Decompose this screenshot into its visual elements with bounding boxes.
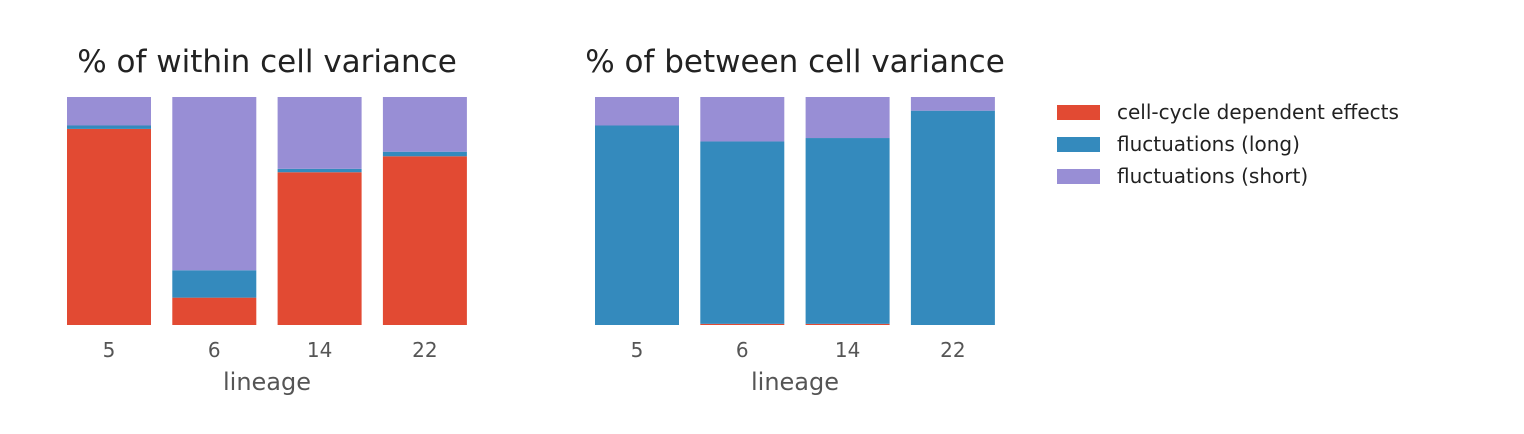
bar-segment-fluctuations-short-22	[910, 97, 995, 111]
bar-segment-fluctuations-short-6	[700, 97, 785, 142]
bar-segment-fluctuations-long-6	[172, 270, 257, 298]
bar-segment-cell-cycle-dependent-effects-6	[172, 297, 257, 325]
legend-label: fluctuations (long)	[1117, 132, 1300, 156]
bar-segment-fluctuations-short-5	[595, 97, 679, 126]
x-tick-label: 22	[412, 338, 437, 362]
bar-segment-fluctuations-long-14	[805, 138, 890, 324]
chart-title: % of within cell variance	[77, 44, 457, 80]
bars	[67, 97, 467, 325]
x-tick-label: 14	[835, 338, 860, 362]
legend: cell-cycle dependent effects fluctuations…	[1057, 100, 1399, 188]
x-tick-label: 22	[940, 338, 965, 362]
bar-segment-fluctuations-long-5	[595, 125, 679, 325]
legend-label: cell-cycle dependent effects	[1117, 100, 1399, 124]
bar-segment-cell-cycle-dependent-effects-5	[67, 128, 151, 325]
bar-segment-cell-cycle-dependent-effects-22	[382, 156, 467, 325]
bar-segment-fluctuations-short-5	[67, 97, 151, 126]
within-cell-variance-chart: % of within cell variance 5 6 14 22 lineage	[67, 44, 467, 396]
bar-segment-fluctuations-short-6	[172, 97, 257, 271]
between-cell-variance-chart: % of between cell variance 5 6 14 22 lineag…	[585, 44, 1005, 396]
bar-segment-fluctuations-long-22	[910, 110, 995, 326]
bar-segment-fluctuations-long-6	[700, 141, 785, 324]
x-tick-labels: 5 6 14 22	[103, 338, 438, 362]
legend-swatch-fluctuations-short	[1057, 169, 1100, 184]
chart-title: % of between cell variance	[585, 44, 1005, 80]
legend-swatch-cell-cycle-dependent-effects	[1057, 105, 1100, 120]
x-tick-label: 5	[103, 338, 116, 362]
legend-swatch-fluctuations-long	[1057, 137, 1100, 152]
bar-segment-fluctuations-long-22	[382, 151, 467, 157]
bar-segment-cell-cycle-dependent-effects-6	[700, 323, 785, 325]
bar-segment-cell-cycle-dependent-effects-14	[277, 172, 362, 325]
x-tick-label: 14	[307, 338, 332, 362]
bar-segment-fluctuations-short-14	[277, 97, 362, 169]
legend-label: fluctuations (short)	[1117, 164, 1308, 188]
x-axis-label: lineage	[223, 368, 311, 396]
x-tick-label: 6	[208, 338, 221, 362]
bar-segment-fluctuations-short-14	[805, 97, 890, 139]
bar-segment-fluctuations-short-22	[382, 97, 467, 152]
bars	[595, 97, 995, 326]
x-tick-label: 5	[631, 338, 644, 362]
x-tick-label: 6	[736, 338, 749, 362]
bar-segment-cell-cycle-dependent-effects-14	[805, 323, 890, 325]
x-axis-label: lineage	[751, 368, 839, 396]
bar-segment-fluctuations-long-14	[277, 168, 362, 173]
bar-segment-fluctuations-long-5	[67, 125, 151, 129]
x-tick-labels: 5 6 14 22	[631, 338, 966, 362]
